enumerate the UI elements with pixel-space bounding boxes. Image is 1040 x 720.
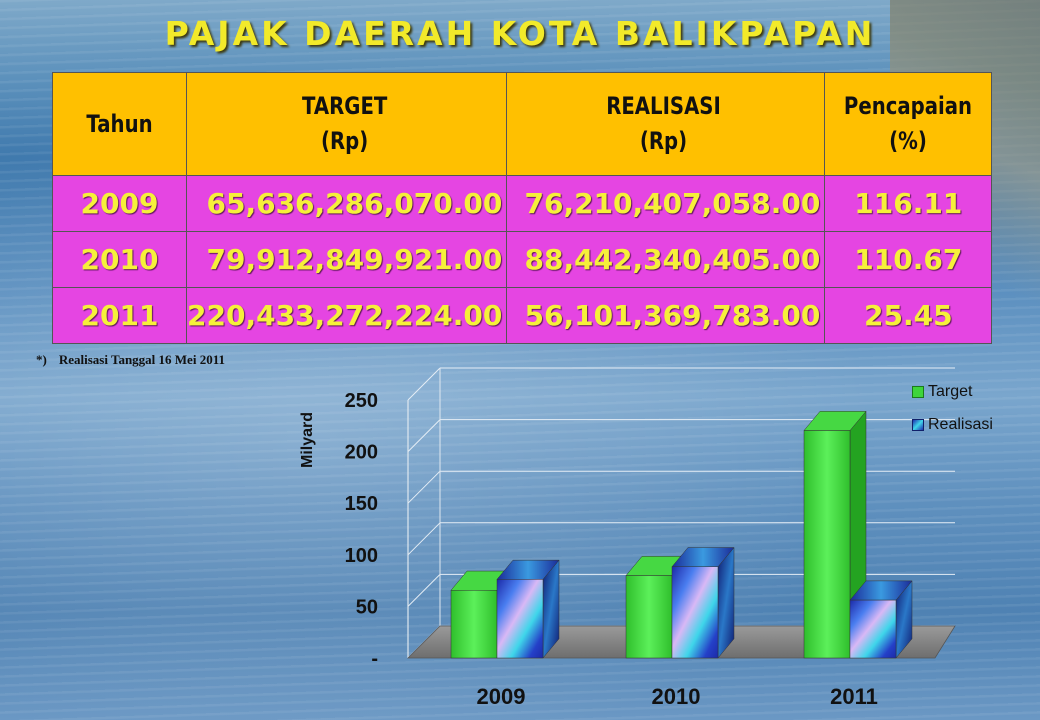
legend-swatch-realisasi <box>912 419 924 431</box>
legend-item-target: Target <box>912 382 993 402</box>
header-unit: (Rp) <box>321 127 369 155</box>
y-tick-label: 200 <box>345 442 378 464</box>
legend-swatch-target <box>912 386 924 398</box>
table-row: 2011 220,433,272,224.00 56,101,369,783.0… <box>52 287 993 344</box>
bar-target-2010 <box>625 575 673 659</box>
y-axis-label: Milyard <box>299 412 316 468</box>
chart-legend: Target Realisasi <box>912 382 993 448</box>
y-tick-label: 50 <box>356 596 378 618</box>
gridline-side <box>407 470 441 504</box>
cell-pencapaian: 25.45 <box>824 287 993 344</box>
cell-pencapaian: 116.11 <box>824 175 993 232</box>
tax-table: Tahun TARGET (Rp) REALISASI (Rp) Pencapaia… <box>52 72 993 344</box>
footnote-marker: *) <box>36 352 47 367</box>
gridline-side <box>407 419 441 452</box>
table-header-row: Tahun TARGET (Rp) REALISASI (Rp) Pencapaia… <box>52 72 993 176</box>
cell-year: 2010 <box>52 231 187 288</box>
cell-target: 220,433,272,224.00 <box>185 287 508 344</box>
table-row: 2010 79,912,849,921.00 88,442,340,405.00… <box>52 231 993 288</box>
bar-target-2011 <box>803 430 851 659</box>
header-target: TARGET (Rp) <box>185 72 508 176</box>
cell-realisasi: 56,101,369,783.00 <box>506 287 826 344</box>
header-realisasi: REALISASI (Rp) <box>506 72 826 176</box>
header-unit: (Rp) <box>640 127 688 155</box>
x-tick-label: 2009 <box>477 684 526 709</box>
x-tick-label: 2010 <box>652 684 701 709</box>
header-pencapaian: Pencapaian (%) <box>824 72 993 176</box>
y-tick-label: 150 <box>345 493 378 515</box>
gridline-side <box>407 574 441 607</box>
footnote: *) Realisasi Tanggal 16 Mei 2011 <box>36 352 225 368</box>
table-row: 2009 65,636,286,070.00 76,210,407,058.00… <box>52 175 993 232</box>
x-tick-label: 2011 <box>830 684 878 709</box>
y-tick-label: 250 <box>345 390 378 412</box>
legend-item-realisasi: Realisasi <box>912 415 993 435</box>
legend-label: Realisasi <box>928 416 993 433</box>
cell-target: 65,636,286,070.00 <box>185 175 508 232</box>
y-tick-label: - <box>371 648 378 670</box>
cell-realisasi: 76,210,407,058.00 <box>506 175 826 232</box>
bar-realisasi-2010 <box>671 566 719 659</box>
header-unit: (%) <box>889 127 928 155</box>
cell-realisasi: 88,442,340,405.00 <box>506 231 826 288</box>
header-label: REALISASI <box>606 92 722 121</box>
header-label: TARGET <box>302 92 388 121</box>
cell-target: 79,912,849,921.00 <box>185 231 508 288</box>
bar-target-2009 <box>450 590 498 659</box>
header-label: Pencapaian <box>844 92 973 121</box>
cell-pencapaian: 110.67 <box>824 231 993 288</box>
cell-year: 2009 <box>52 175 187 232</box>
footnote-text: Realisasi Tanggal 16 Mei 2011 <box>58 352 225 367</box>
gridline-side <box>407 522 441 556</box>
bar-realisasi-2009 <box>496 579 544 659</box>
cell-year: 2011 <box>52 287 187 344</box>
page-title: PAJAK DAERAH KOTA BALIKPAPAN <box>164 14 876 53</box>
header-label: Tahun <box>86 109 153 138</box>
bar-realisasi-2011 <box>849 599 897 659</box>
gridline-side <box>407 367 441 401</box>
legend-label: Target <box>928 383 973 400</box>
y-tick-label: 100 <box>345 545 378 567</box>
